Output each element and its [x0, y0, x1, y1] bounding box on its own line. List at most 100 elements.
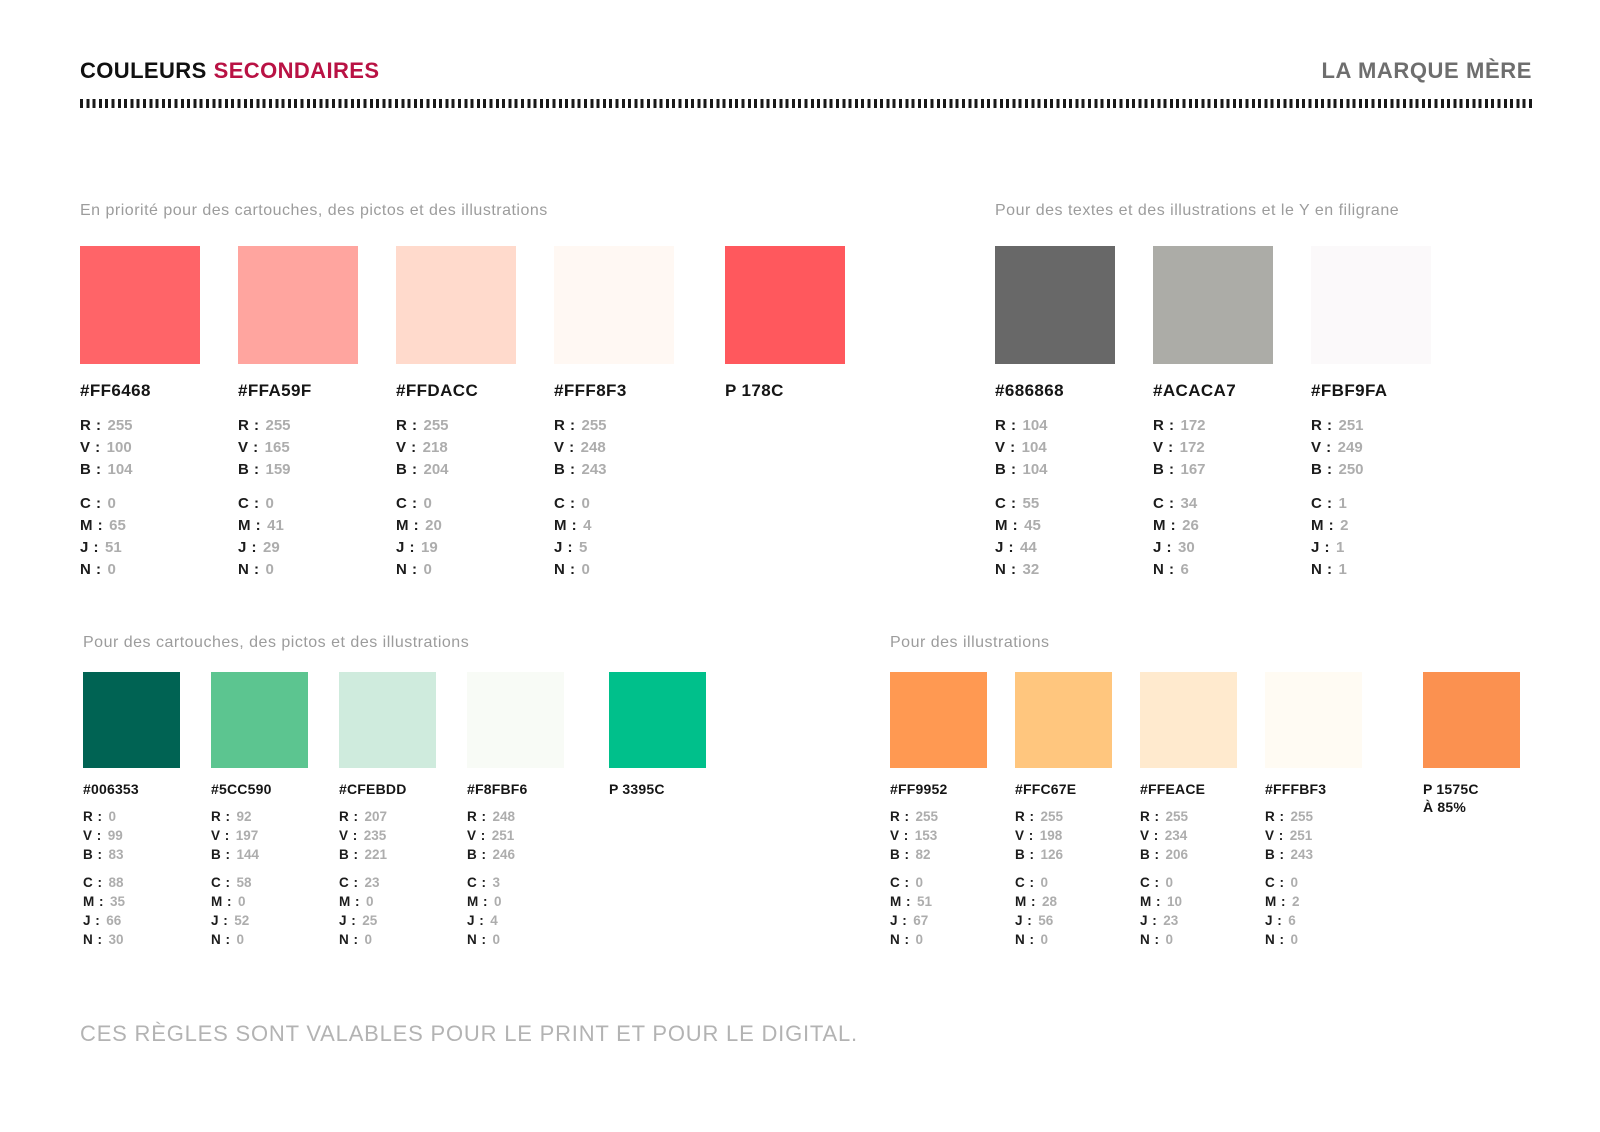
value-number: 30: [1178, 539, 1195, 556]
value-number: 235: [363, 828, 387, 843]
rgb-row: B : 243: [554, 459, 674, 481]
rgb-row: V : 251: [1265, 826, 1362, 845]
rgb-row: V : 249: [1311, 437, 1431, 459]
value-key: J :: [238, 539, 258, 556]
cmyk-values: C : 0 M : 4 J : 5 N : 0: [554, 493, 674, 581]
cmyk-row: M : 10: [1140, 892, 1237, 911]
rgb-row: R : 255: [1015, 807, 1112, 826]
value-key: R :: [1140, 809, 1160, 824]
rgb-row: R : 255: [80, 415, 200, 437]
value-key: J :: [80, 539, 100, 556]
value-key: N :: [80, 561, 102, 578]
swatch-code: #ACACA7: [1153, 381, 1237, 400]
cmyk-row: M : 51: [890, 892, 987, 911]
rgb-row: R : 92: [211, 807, 308, 826]
value-key: R :: [238, 417, 260, 434]
swatch-card: #FFA59F R : 255 V : 165 B : 159 C : 0 M : 41 …: [238, 246, 358, 581]
value-key: M :: [1015, 894, 1036, 909]
value-number: 255: [915, 809, 939, 824]
value-key: C :: [890, 875, 910, 890]
rgb-values: R : 248 V : 251 B : 246: [467, 807, 564, 864]
rgb-row: R : 251: [1311, 415, 1431, 437]
cmyk-values: C : 0 M : 28 J : 56 N : 0: [1015, 873, 1112, 949]
swatch-card: #FFF8F3 R : 255 V : 248 B : 243 C : 0 M : 4 J…: [554, 246, 674, 581]
value-key: C :: [211, 875, 231, 890]
color-group-priority-cartouches: En priorité pour des cartouches, des pic…: [80, 202, 845, 581]
value-key: V :: [1311, 439, 1332, 456]
value-number: 0: [1040, 875, 1049, 890]
cmyk-row: M : 20: [396, 515, 516, 537]
swatch-card: #006353 R : 0 V : 99 B : 83 C : 88 M : 35 J :…: [83, 672, 180, 949]
rgb-row: B : 206: [1140, 845, 1237, 864]
rgb-row: B : 144: [211, 845, 308, 864]
swatch-card: #F8FBF6 R : 248 V : 251 B : 246 C : 3 M : 0 J…: [467, 672, 564, 949]
value-number: 58: [236, 875, 252, 890]
value-number: 51: [917, 894, 933, 909]
value-number: 1: [1338, 561, 1347, 578]
swatch-code: #FFF8F3: [554, 381, 627, 400]
cmyk-values: C : 0 M : 10 J : 23 N : 0: [1140, 873, 1237, 949]
value-number: 0: [107, 495, 116, 512]
value-number: 0: [364, 932, 373, 947]
value-key: J :: [554, 539, 574, 556]
dotted-divider: [80, 99, 1532, 108]
swatch-code: #FF9952: [890, 781, 948, 797]
value-number: 0: [265, 495, 274, 512]
value-key: R :: [80, 417, 102, 434]
rgb-row: V : 197: [211, 826, 308, 845]
value-key: M :: [1153, 517, 1177, 534]
cmyk-row: C : 0: [890, 873, 987, 892]
value-key: M :: [554, 517, 578, 534]
rgb-row: V : 235: [339, 826, 436, 845]
cmyk-row: C : 0: [80, 493, 200, 515]
color-swatch: [1265, 672, 1362, 768]
brand-name: LA MARQUE MÈRE: [1321, 58, 1532, 83]
value-number: 4: [583, 517, 592, 534]
value-number: 0: [265, 561, 274, 578]
color-swatch: [238, 246, 358, 364]
value-key: M :: [1311, 517, 1335, 534]
rgb-row: B : 83: [83, 845, 180, 864]
value-number: 56: [1038, 913, 1054, 928]
value-key: N :: [1140, 932, 1160, 947]
value-number: 0: [1290, 875, 1299, 890]
cmyk-row: N : 0: [1015, 930, 1112, 949]
value-number: 25: [362, 913, 378, 928]
cmyk-row: J : 25: [339, 911, 436, 930]
rgb-values: R : 255 V : 248 B : 243: [554, 415, 674, 481]
value-number: 0: [1290, 932, 1299, 947]
cmyk-row: M : 0: [339, 892, 436, 911]
rgb-row: R : 255: [1140, 807, 1237, 826]
cmyk-row: J : 51: [80, 537, 200, 559]
value-key: V :: [1015, 828, 1034, 843]
value-number: 23: [364, 875, 380, 890]
value-number: 243: [581, 461, 607, 478]
value-number: 198: [1039, 828, 1063, 843]
cmyk-row: C : 3: [467, 873, 564, 892]
cmyk-row: M : 2: [1311, 515, 1431, 537]
value-key: V :: [1265, 828, 1284, 843]
value-number: 1: [1338, 495, 1347, 512]
value-key: N :: [211, 932, 231, 947]
color-swatch: [609, 672, 706, 768]
cmyk-values: C : 88 M : 35 J : 66 N : 30: [83, 873, 180, 949]
swatch-card: #FFFBF3 R : 255 V : 251 B : 243 C : 0 M : 2 J…: [1265, 672, 1362, 949]
color-swatch: [890, 672, 987, 768]
value-key: C :: [238, 495, 260, 512]
rgb-row: B : 126: [1015, 845, 1112, 864]
value-key: R :: [995, 417, 1017, 434]
cmyk-row: J : 52: [211, 911, 308, 930]
value-number: 0: [366, 894, 374, 909]
value-key: N :: [1265, 932, 1285, 947]
value-number: 5: [579, 539, 588, 556]
value-key: R :: [83, 809, 103, 824]
value-number: 82: [915, 847, 931, 862]
pantone-tint: À 85%: [1423, 799, 1467, 815]
cmyk-row: J : 44: [995, 537, 1115, 559]
value-number: 26: [1182, 517, 1199, 534]
color-group-illustrations-oranges: Pour des illustrations #FF9952 R : 255 V …: [890, 634, 1520, 949]
value-key: B :: [1265, 847, 1285, 862]
rgb-row: B : 104: [995, 459, 1115, 481]
cmyk-row: J : 1: [1311, 537, 1431, 559]
rgb-row: V : 234: [1140, 826, 1237, 845]
